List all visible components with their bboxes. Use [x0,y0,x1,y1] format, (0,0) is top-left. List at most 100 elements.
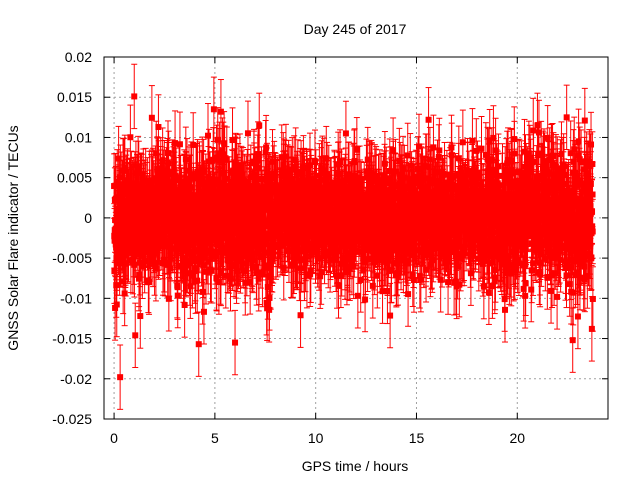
data-point [121,290,128,297]
data-point [121,164,128,171]
data-point [213,275,220,282]
data-point [223,156,230,163]
data-point [281,179,288,186]
data-point [253,198,260,205]
data-point [229,255,236,262]
data-point [168,180,175,187]
data-point [165,160,172,167]
data-point [233,244,240,251]
data-point [266,294,273,301]
data-point [205,258,212,265]
data-point [208,267,215,274]
data-point [119,234,126,241]
data-point [173,186,180,193]
data-point [268,201,275,208]
data-point [117,174,124,181]
data-point [306,162,313,169]
data-point [185,250,192,257]
data-point [289,262,296,269]
data-point [135,165,142,172]
data-point [155,169,162,176]
data-point [303,238,310,245]
data-point [294,168,301,175]
data-point [139,197,146,204]
data-point [241,210,248,217]
data-point [188,171,195,178]
data-point [314,251,321,258]
data-point [259,200,266,207]
data-point [219,147,226,154]
data-point [135,170,142,177]
data-point [213,154,220,161]
data-point [264,283,271,290]
data-point [115,155,122,162]
data-point [282,153,289,160]
data-point [199,288,206,295]
data-point [280,264,287,271]
data-point [269,158,276,165]
data-point [256,269,263,276]
data-point [204,132,211,139]
data-point [180,267,187,274]
data-point [220,151,227,158]
data-point [243,185,250,192]
data-point [215,279,222,286]
data-point [242,253,249,260]
data-point [244,130,251,137]
data-point [261,240,268,247]
data-point [214,136,221,143]
data-point [146,279,153,286]
data-point [187,224,194,231]
data-point [129,258,136,265]
data-point [257,252,264,259]
data-point [271,170,278,177]
data-point [245,244,252,251]
data-point [125,192,132,199]
data-point [171,181,178,188]
data-point [318,269,325,276]
data-point [187,184,194,191]
data-point [237,186,244,193]
data-point [262,149,269,156]
data-point [312,248,319,255]
data-point [112,195,119,202]
data-point [158,234,165,241]
data-point [132,242,139,249]
data-point [200,308,207,315]
data-point [206,239,213,246]
data-point [233,167,240,174]
data-point [148,114,155,121]
data-point [166,260,173,267]
data-point [254,249,261,256]
data-point [165,295,172,302]
data-point [131,229,138,236]
data-point [285,169,292,176]
data-point [219,213,226,220]
data-point [151,260,158,267]
data-point [248,216,255,223]
data-point [200,262,207,269]
data-point [123,184,130,191]
data-point [223,175,230,182]
data-point [196,237,203,244]
data-point [127,134,134,141]
data-point [222,272,229,279]
data-point [311,193,318,200]
data-point [313,243,320,250]
data-point [202,183,209,190]
data-point [187,283,194,290]
data-point [296,265,303,272]
data-point [247,278,254,285]
data-point [307,267,314,274]
data-point [298,169,305,176]
data-point [303,272,310,279]
data-point [161,256,168,263]
data-point [263,299,270,306]
data-point [149,214,156,221]
data-point [265,231,272,238]
data-point [199,254,206,261]
data-point [142,177,149,184]
data-point [136,271,143,278]
data-point [195,255,202,262]
